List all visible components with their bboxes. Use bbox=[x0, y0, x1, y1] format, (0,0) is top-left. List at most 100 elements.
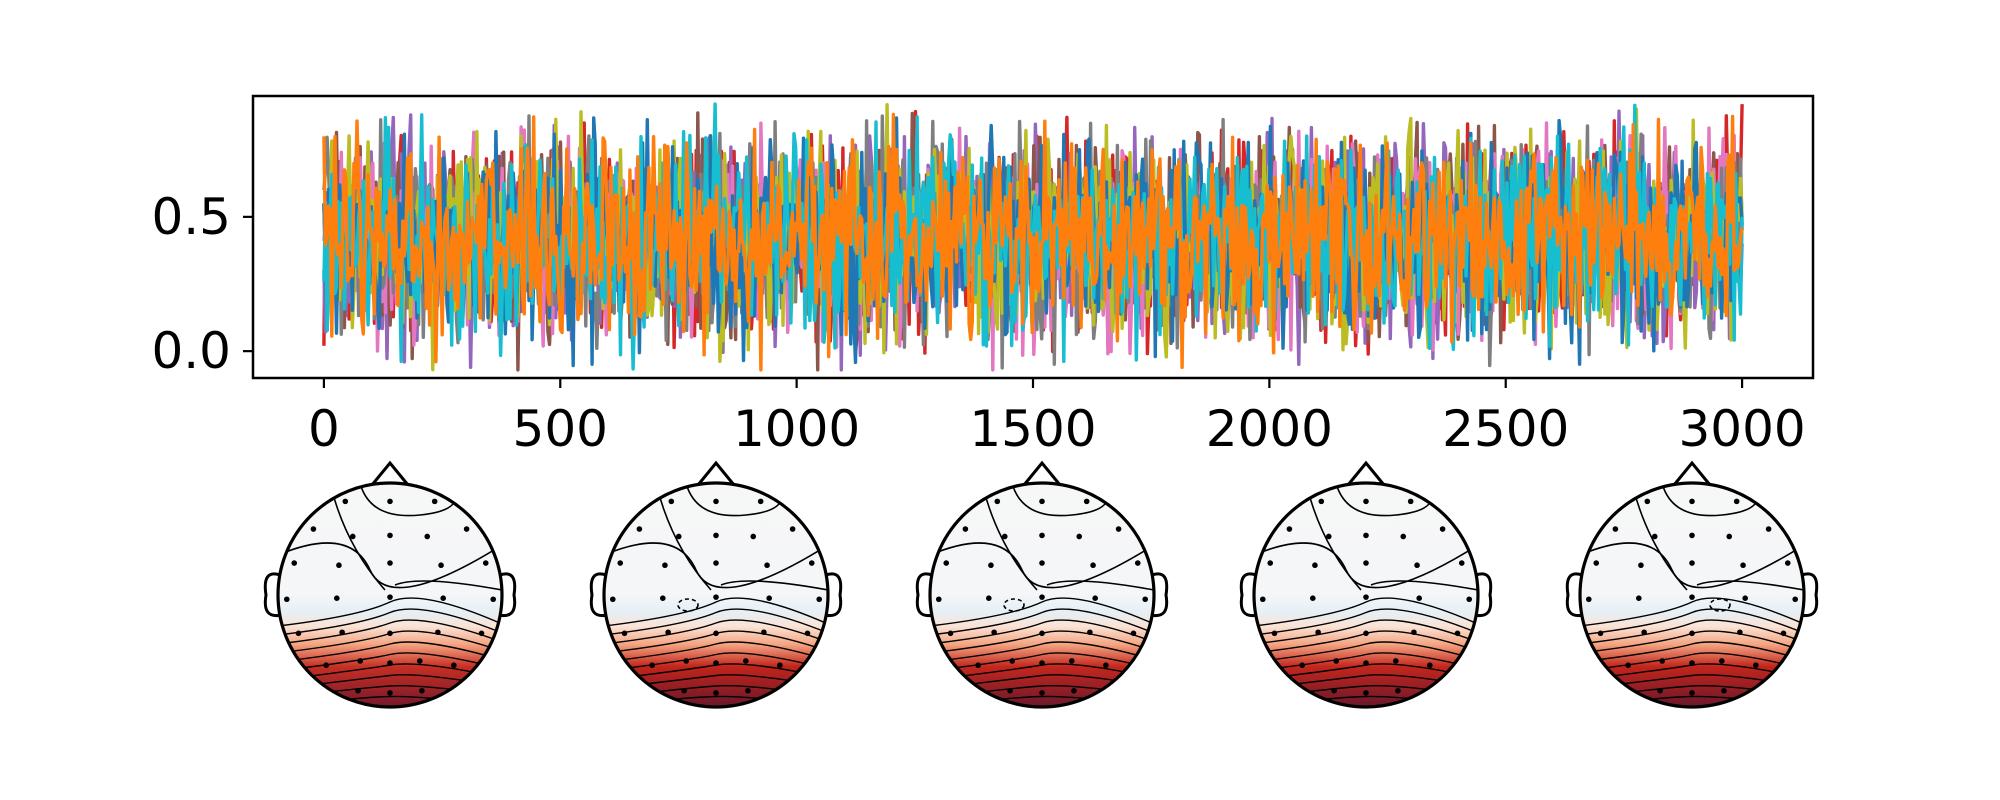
sensor-dot bbox=[1299, 662, 1305, 669]
sensor-dot bbox=[1689, 498, 1695, 505]
y-tick-label: 0.5 bbox=[151, 188, 231, 246]
sensor-dot bbox=[1400, 533, 1407, 540]
sensor-dot bbox=[943, 560, 950, 566]
sensor-dot bbox=[1644, 498, 1651, 505]
sensor-dot bbox=[1753, 662, 1759, 669]
sensor-dot bbox=[1071, 687, 1077, 694]
sensor-dot bbox=[1267, 560, 1274, 566]
right-ear bbox=[1800, 572, 1819, 618]
sensor-dot bbox=[804, 630, 811, 637]
sensor-dot bbox=[745, 687, 751, 694]
sensor-dot bbox=[387, 660, 393, 666]
right-ear bbox=[824, 572, 843, 618]
sensor-dot bbox=[1721, 687, 1727, 694]
sensor-dot bbox=[1625, 662, 1631, 669]
sensor-dot bbox=[935, 596, 942, 603]
sensor-dot bbox=[295, 630, 302, 637]
sensor-dot bbox=[1466, 596, 1473, 603]
nose bbox=[370, 460, 410, 486]
sensor-dot bbox=[1039, 660, 1045, 666]
right-ear bbox=[498, 572, 517, 618]
sensor-dot bbox=[1363, 532, 1369, 539]
topomap bbox=[263, 460, 517, 709]
sensor-dot bbox=[789, 526, 796, 532]
sensor-dot bbox=[713, 498, 719, 505]
sensor-dot bbox=[1395, 687, 1401, 694]
sensor-dot bbox=[1407, 498, 1414, 505]
sensor-dot bbox=[962, 526, 969, 532]
topomap bbox=[1239, 460, 1493, 709]
nose bbox=[1022, 460, 1062, 486]
left-ear bbox=[263, 572, 282, 618]
head-outline bbox=[276, 481, 504, 709]
sensor-dot bbox=[675, 533, 682, 540]
sensor-dot bbox=[431, 498, 438, 505]
sensor-dot bbox=[416, 658, 423, 664]
sensor-dot bbox=[490, 596, 497, 603]
sensor-dot bbox=[1039, 594, 1045, 600]
sensor-dot bbox=[1039, 630, 1045, 637]
sensor-dot bbox=[1103, 662, 1109, 669]
left-ear bbox=[1239, 572, 1258, 618]
head-outline bbox=[1252, 481, 1480, 709]
sensor-dot bbox=[713, 690, 719, 696]
sensor-dot bbox=[1363, 630, 1369, 637]
sensor-dot bbox=[1331, 687, 1337, 694]
sensor-dot bbox=[355, 687, 361, 694]
sensor-dot bbox=[1286, 526, 1293, 532]
sensor-dot bbox=[1115, 526, 1122, 532]
sensor-dot bbox=[1312, 562, 1318, 569]
sensor-dot bbox=[387, 690, 393, 696]
nose bbox=[1346, 460, 1386, 486]
x-tick-label: 3000 bbox=[1678, 400, 1805, 458]
sensor-dot bbox=[750, 533, 757, 540]
sensor-dot bbox=[1792, 596, 1799, 603]
sensor-dot bbox=[609, 596, 616, 603]
sensor-dot bbox=[816, 596, 823, 603]
sensor-dot bbox=[339, 629, 345, 636]
sensor-dot bbox=[451, 662, 457, 669]
sensor-dot bbox=[1142, 596, 1149, 603]
sensor-dot bbox=[1784, 560, 1791, 566]
sensor-dot bbox=[349, 533, 356, 540]
topomap bbox=[1565, 460, 1819, 709]
sensor-dot bbox=[1325, 533, 1332, 540]
sensor-dot bbox=[1689, 594, 1695, 600]
sensor-dot bbox=[1318, 498, 1325, 505]
timeseries-axes: 0 500 1000 1500 2000 2500 3000 0.0 0.5 bbox=[151, 94, 1815, 458]
head-outline bbox=[1578, 481, 1806, 709]
series-line bbox=[322, 112, 1744, 372]
right-ear bbox=[1150, 572, 1169, 618]
sensor-dot bbox=[424, 533, 431, 540]
sensor-dot bbox=[975, 662, 981, 669]
sensor-dot bbox=[994, 498, 1001, 505]
sensor-dot bbox=[1780, 630, 1787, 637]
sensor-dot bbox=[1310, 595, 1316, 601]
sensor-dot bbox=[1458, 560, 1465, 566]
sensor-dot bbox=[660, 595, 666, 601]
sensor-dot bbox=[668, 498, 675, 505]
sensor-dot bbox=[323, 662, 329, 669]
sensor-dot bbox=[1659, 658, 1666, 664]
sensor-dot bbox=[1718, 658, 1725, 664]
sensor-dot bbox=[988, 562, 994, 569]
sensor-dot bbox=[1427, 662, 1433, 669]
sensor-dot bbox=[777, 662, 783, 669]
sensor-dot bbox=[387, 630, 393, 637]
sensor-dot bbox=[463, 526, 470, 532]
sensor-dot bbox=[1134, 560, 1141, 566]
sensor-dot bbox=[1689, 630, 1695, 637]
sensor-dot bbox=[1411, 629, 1417, 636]
sensor-dot bbox=[713, 630, 719, 637]
sensor-dot bbox=[1363, 594, 1369, 600]
sensor-dot bbox=[342, 498, 349, 505]
sensor-dot bbox=[617, 560, 624, 566]
sensor-dot bbox=[291, 560, 298, 566]
sensor-dot bbox=[1363, 690, 1369, 696]
sensor-dot bbox=[1638, 562, 1644, 569]
left-ear bbox=[1565, 572, 1584, 618]
sensor-dot bbox=[1363, 560, 1369, 566]
head-outline bbox=[928, 481, 1156, 709]
topomap-contours bbox=[1580, 483, 1804, 707]
sensor-dot bbox=[1689, 560, 1695, 566]
